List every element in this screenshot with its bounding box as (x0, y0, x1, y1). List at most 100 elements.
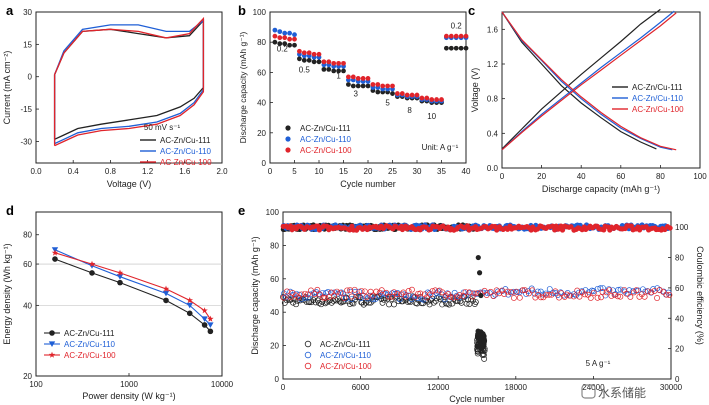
panel-e-capacity-point (308, 299, 315, 306)
panel-d-marker (162, 290, 170, 297)
panel-b-point (448, 33, 454, 39)
panel-b-point (272, 33, 278, 39)
panel-e-capacity-point (617, 286, 624, 293)
panel-c-y-tick-label: 1.2 (487, 60, 499, 69)
panel-e-capacity-point (510, 295, 517, 301)
panel-e-capacity-point (650, 286, 657, 293)
panel-b-point (297, 48, 302, 54)
panel-e-capacity-point (314, 286, 321, 293)
panel-b-point (399, 91, 405, 96)
panel-c-xlabel: Discharge capacity (mAh g⁻¹) (542, 184, 660, 194)
panel-e-capacity-point (344, 287, 351, 294)
panel-e-y2-tick-label: 100 (675, 223, 689, 232)
panel-e-capacity-point (302, 290, 308, 297)
panel-d-marker (163, 297, 169, 304)
panel-e-x-tick-label: 30000 (660, 383, 683, 392)
panel-e-ce-point (475, 331, 481, 337)
panel-d-marker (51, 249, 59, 256)
panel-e-capacity-point (599, 285, 606, 291)
panel-b-point (341, 68, 346, 74)
panel-e-x-tick-label: 6000 (352, 383, 370, 392)
panel-e-capacity-point (347, 287, 353, 293)
panel-e-capacity-point (295, 294, 302, 301)
panel-e-capacity-point (537, 294, 544, 301)
panel-e-capacity-point (378, 296, 385, 302)
panel-b-y-tick-label: 20 (257, 129, 266, 138)
panel-a-y-tick-label: 0 (28, 73, 33, 82)
legend-label: AC-Zn/Cu-111 (64, 329, 115, 338)
legend-label: AC-Zn/Cu-110 (300, 135, 352, 144)
panel-d-marker (186, 302, 193, 309)
panel-b-point (311, 51, 317, 57)
panel-b-point (360, 76, 366, 81)
panel-e-capacity-point (298, 291, 305, 298)
panel-e-capacity-point (394, 291, 401, 298)
panel-b-point (346, 82, 351, 87)
panel-c-y-tick-label: 0.4 (487, 129, 499, 138)
panel-a-x-tick-label: 0.8 (105, 167, 117, 176)
panel-e-ce-point (559, 227, 566, 233)
panel-b-x-tick-label: 15 (339, 167, 348, 176)
panel-d-marker (207, 315, 214, 322)
panel-e-capacity-point (427, 291, 434, 298)
panel-b-point (414, 92, 420, 98)
panel-e-capacity-point (391, 289, 397, 296)
panel-b-point (326, 66, 332, 72)
panel-a-x-tick-label: 1.6 (179, 167, 191, 176)
panel-b-point (321, 59, 327, 65)
panel-e-capacity-point (633, 287, 640, 294)
panel-e-capacity-point (284, 288, 290, 295)
panel-e-capacity-point (308, 287, 314, 294)
panel-e-capacity-point (456, 292, 463, 298)
panel-label-c: c (468, 3, 475, 18)
panel-e-y-tick-label: 60 (270, 275, 279, 284)
panel-b-point (395, 91, 400, 96)
panel-e-capacity-point (486, 290, 493, 296)
panel-e-capacity-point (469, 293, 476, 300)
panel-e-capacity-point (439, 301, 446, 308)
panel-e-capacity-point (614, 293, 621, 300)
panel-e-x-tick-label: 18000 (505, 383, 528, 392)
panel-label-d: d (6, 203, 14, 218)
panel-e-capacity-point (426, 290, 433, 297)
panel-e-ce-point (479, 335, 485, 341)
panel-e-ce-point (464, 223, 471, 229)
panel-d-marker (52, 256, 58, 262)
panel-e-capacity-point (363, 294, 370, 300)
panel-a-series-line (53, 19, 205, 145)
panel-e-capacity-point (666, 292, 673, 298)
panel-e-capacity-point (405, 288, 412, 294)
panel-b-point (424, 95, 430, 101)
panel-b-point (292, 32, 297, 38)
legend-label: AC-Zn/Cu-100 (632, 105, 684, 114)
plot-frame (501, 11, 701, 169)
panel-b-point (365, 83, 371, 89)
panel-c-series-line (501, 11, 677, 151)
panel-d-marker (117, 279, 123, 286)
panel-e-capacity-point (563, 291, 570, 298)
panel-e-capacity-point (474, 348, 481, 355)
panel-d-marker (88, 260, 96, 267)
panel-e-capacity-point (525, 290, 532, 297)
panel-e-ylabel: Discharge capacity (mAh g⁻¹) (250, 236, 260, 354)
panel-e-capacity-point (546, 286, 553, 292)
panel-b-unit-note: Unit: A g⁻¹ (422, 143, 459, 152)
panel-e-capacity-point (293, 301, 300, 308)
panel-b-point (336, 60, 341, 66)
panel-e-capacity-point (469, 297, 476, 304)
panel-e-capacity-point (570, 293, 577, 300)
panel-e-capacity-point (333, 297, 340, 304)
panel-e-y-tick-label: 0 (275, 375, 280, 384)
panel-e-capacity-point (510, 288, 517, 295)
panel-e-capacity-point (340, 290, 346, 297)
panel-e-capacity-point (359, 299, 366, 306)
panel-e-capacity-point (402, 293, 409, 300)
panel-e-capacity-point (432, 287, 439, 294)
panel-b-point (439, 97, 444, 102)
panel-a-x-tick-label: 1.2 (142, 167, 154, 176)
panel-d-ylabel: Energy density (Wh kg⁻¹) (2, 243, 12, 344)
panel-e-capacity-point (654, 295, 660, 301)
panel-e-capacity-point (376, 292, 383, 299)
panel-b-point (346, 74, 351, 80)
